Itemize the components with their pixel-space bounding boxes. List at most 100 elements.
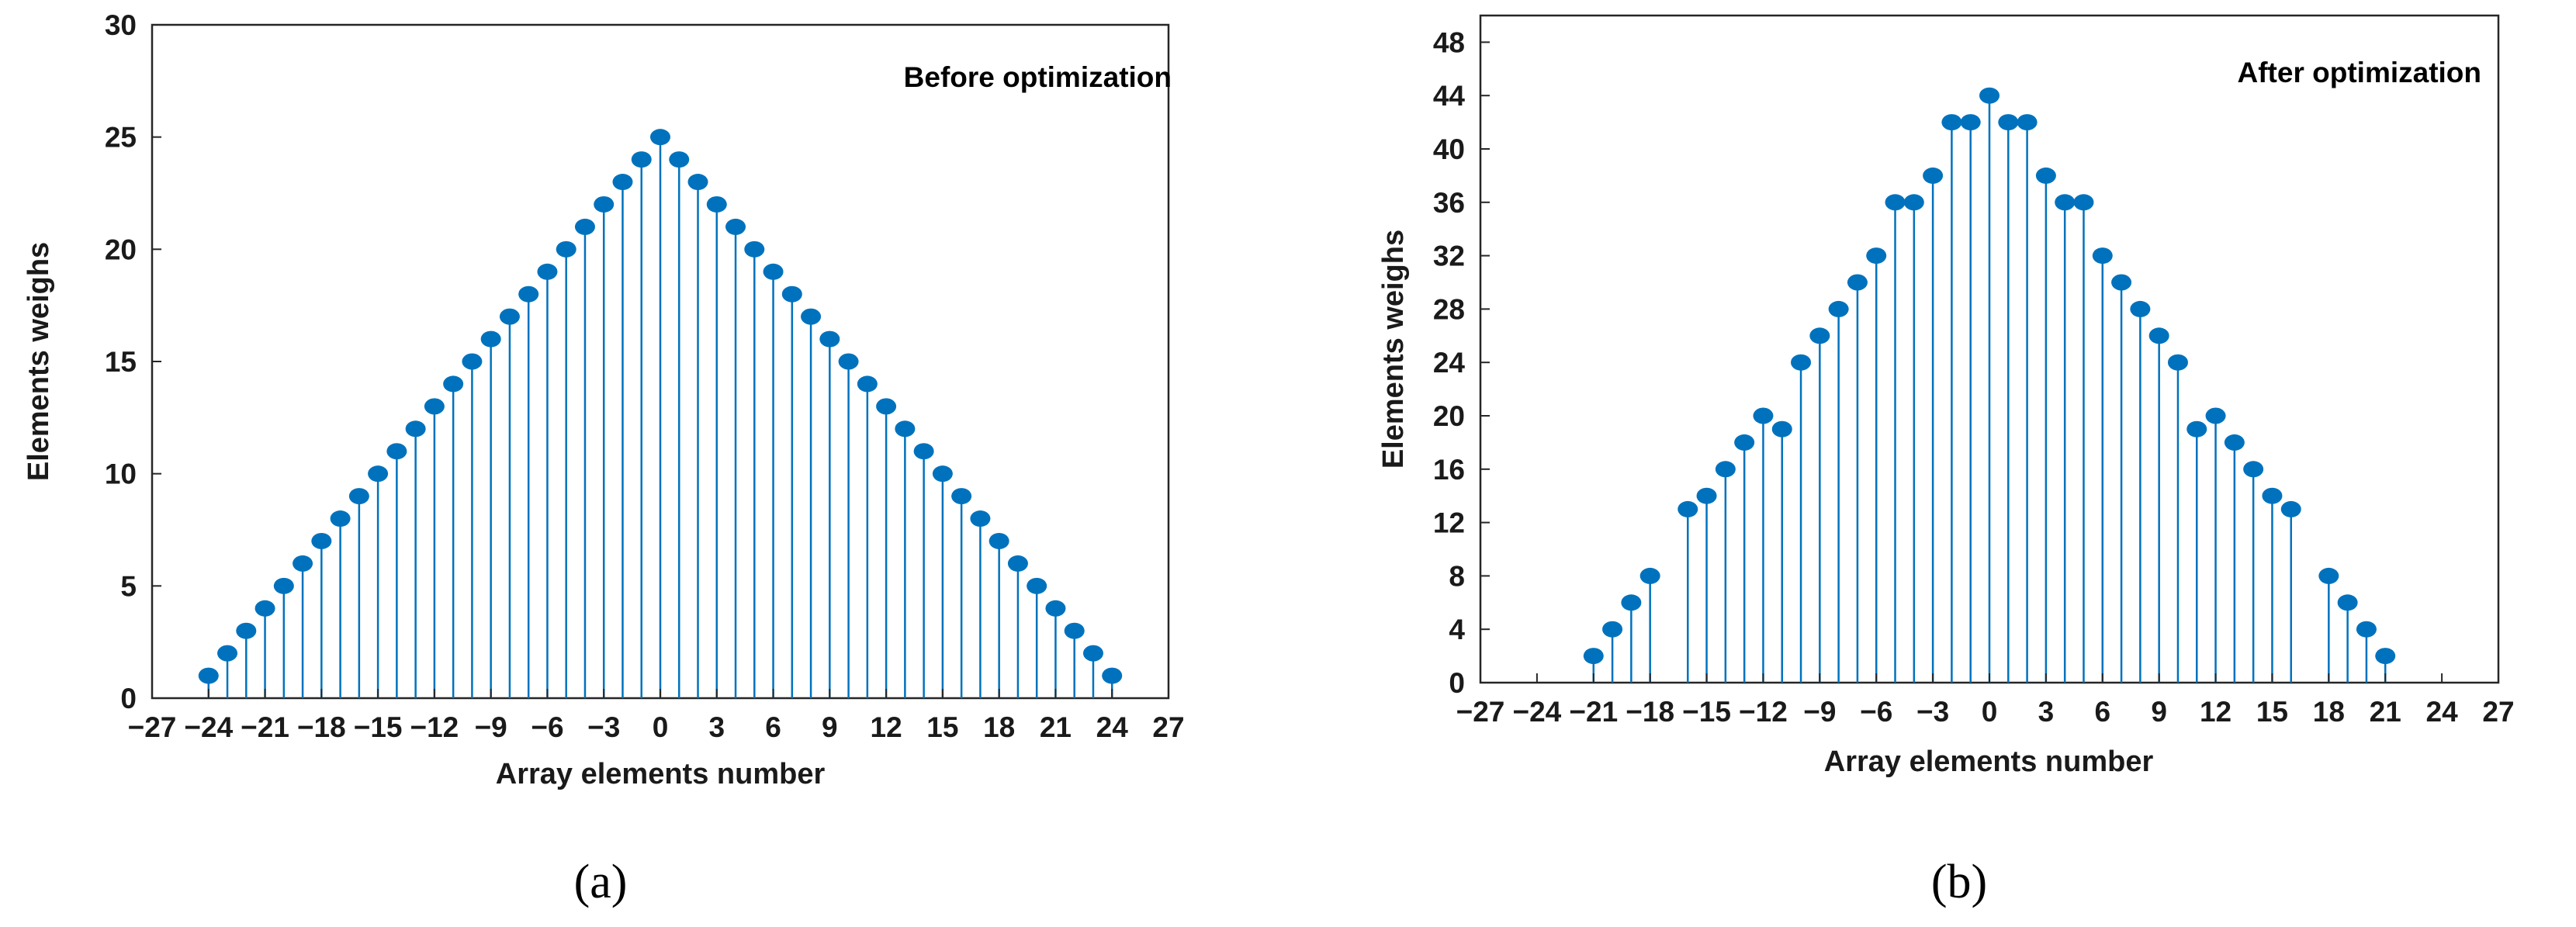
chart-b-point <box>2224 434 2245 451</box>
chart-b-stems <box>1583 87 2396 683</box>
chart-a-x-tick-label: 15 <box>926 711 958 743</box>
chart-b: −27 −24 −21 −18 −15 −12 −9 −6 −3 0 3 6 9 12 15 18 21 24 27… <box>1377 14 2515 908</box>
chart-a-y-tick-label: 10 <box>105 458 137 490</box>
chart-a-point <box>348 488 369 505</box>
chart-a-y-ticks: 0 5 10 15 20 25 30 <box>105 9 161 714</box>
chart-b-point <box>2186 420 2207 438</box>
chart-b-y-tick-label: 12 <box>1433 507 1465 539</box>
chart-a-point <box>254 600 275 617</box>
chart-b-point <box>1979 87 2000 104</box>
chart-b-point <box>1602 621 1623 638</box>
chart-b-x-tick-label: −3 <box>1916 696 1949 728</box>
chart-a-point <box>1007 555 1028 572</box>
chart-a-point <box>951 488 972 505</box>
chart-b-point <box>2205 407 2226 424</box>
chart-a-x-tick-label: 3 <box>708 711 725 743</box>
chart-a-point <box>424 398 445 415</box>
chart-a-point <box>311 532 332 549</box>
chart-b-x-tick-label: 15 <box>2256 696 2288 728</box>
chart-a-point <box>518 285 539 303</box>
chart-a-point <box>537 263 558 280</box>
chart-b-point <box>2318 567 2339 584</box>
chart-b-caption: (b) <box>1931 856 1987 908</box>
chart-a-point <box>273 577 294 594</box>
chart-a-xlabel: Array elements number <box>496 758 826 790</box>
chart-a-point <box>405 420 426 438</box>
chart-b-point <box>1639 567 1660 584</box>
chart-b-y-tick-label: 28 <box>1433 293 1465 325</box>
chart-a-point <box>706 195 727 213</box>
chart-b-x-tick-label: 27 <box>2482 696 2514 728</box>
chart-a-point <box>386 443 407 460</box>
chart-b-point <box>1678 500 1698 517</box>
chart-a-point <box>443 375 464 393</box>
chart-b-point <box>1809 327 1830 344</box>
chart-b-point <box>2262 487 2283 504</box>
chart-a-point <box>687 174 708 191</box>
chart-b-point <box>1828 300 1849 317</box>
chart-a-point <box>198 667 219 684</box>
chart-b-x-ticks: −27 −24 −21 −18 −15 −12 −9 −6 −3 0 3 6 9 12 15 18 21 24 27 <box>1456 673 2515 728</box>
chart-b-point <box>1696 487 1717 504</box>
chart-a-y-tick-label: 15 <box>105 346 137 378</box>
chart-a-x-tick-label: −12 <box>410 711 459 743</box>
chart-b-x-tick-label: −9 <box>1803 696 1836 728</box>
chart-a-point <box>781 285 802 303</box>
chart-a-point <box>612 174 633 191</box>
chart-b-point <box>2017 114 2038 131</box>
chart-a-y-tick-label: 0 <box>120 683 137 714</box>
chart-b-annotation: After optimization <box>2238 57 2481 88</box>
chart-a-point <box>330 510 351 527</box>
chart-a-point <box>895 420 916 438</box>
chart-b-point <box>2055 194 2076 211</box>
chart-b-point <box>1923 167 1944 184</box>
chart-a-point <box>725 218 746 235</box>
chart-b-point <box>1998 114 2019 131</box>
chart-b-y-tick-label: 44 <box>1433 80 1466 112</box>
chart-b-x-tick-label: 12 <box>2200 696 2231 728</box>
chart-a-x-tick-label: −15 <box>354 711 403 743</box>
chart-b-y-tick-label: 16 <box>1433 454 1465 486</box>
chart-a-x-tick-label: −6 <box>531 711 563 743</box>
chart-b-x-tick-label: −18 <box>1626 696 1674 728</box>
chart-b-point <box>1791 354 1812 371</box>
chart-a-point <box>499 308 520 325</box>
chart-a-point <box>1102 667 1123 684</box>
chart-b-y-tick-label: 36 <box>1433 187 1465 219</box>
chart-a-point <box>913 443 934 460</box>
chart-b-x-tick-label: 6 <box>2094 696 2110 728</box>
chart-b-x-tick-label: 9 <box>2151 696 2167 728</box>
chart-b-point <box>2356 621 2377 638</box>
chart-b-x-tick-label: 24 <box>2426 696 2459 728</box>
chart-a-x-tick-label: −18 <box>297 711 346 743</box>
chart-a-x-tick-label: −21 <box>241 711 289 743</box>
chart-a-point <box>801 308 822 325</box>
chart-a-point <box>744 240 765 258</box>
chart-b-point <box>2073 194 2094 211</box>
chart-a-point <box>970 510 991 527</box>
chart-b-x-tick-label: 3 <box>2038 696 2055 728</box>
chart-a-y-tick-label: 30 <box>105 9 137 41</box>
chart-b-y-tick-label: 32 <box>1433 240 1465 272</box>
chart-b-point <box>1866 247 1887 265</box>
chart-b-point <box>1903 194 1924 211</box>
chart-a-point <box>1064 622 1085 639</box>
chart-a-x-tick-label: 18 <box>983 711 1015 743</box>
chart-b-x-tick-label: 0 <box>1982 696 1998 728</box>
chart-b-point <box>1771 420 1792 438</box>
chart-b-point <box>2092 247 2113 265</box>
chart-a-point <box>857 375 878 393</box>
chart-b-point <box>2111 274 2132 291</box>
chart-a-point <box>932 465 953 483</box>
chart-a-point <box>819 330 840 348</box>
chart-b-point <box>1734 434 1755 451</box>
chart-a-point <box>876 398 897 415</box>
chart-b-x-tick-label: 21 <box>2370 696 2401 728</box>
chart-a-stems <box>198 129 1123 698</box>
chart-b-x-tick-label: −12 <box>1739 696 1788 728</box>
chart-a-x-tick-label: 9 <box>822 711 838 743</box>
chart-a-x-tick-label: 6 <box>765 711 781 743</box>
chart-a-point <box>293 555 313 572</box>
chart-b-point <box>1941 114 1962 131</box>
